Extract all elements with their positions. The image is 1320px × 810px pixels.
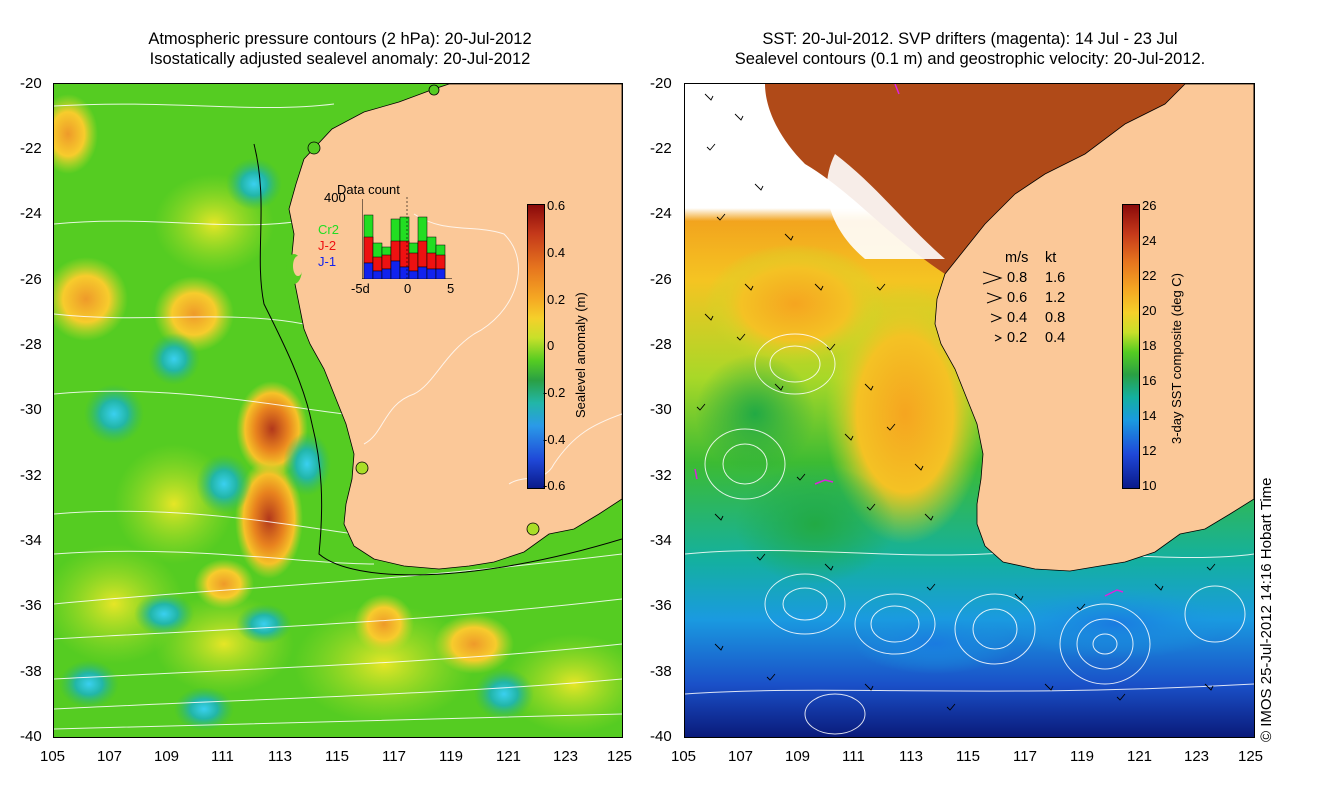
inset-legend-j1: J-1 bbox=[318, 254, 337, 269]
left-x-tick-6: 117 bbox=[382, 748, 406, 765]
velocity-legend-header-ms: m/s bbox=[1005, 250, 1029, 266]
right-cbar-tick-6: 14 bbox=[1142, 408, 1157, 423]
sealevel-contours bbox=[685, 333, 1254, 735]
left-title-line2: Isostatically adjusted sealevel anomaly:… bbox=[149, 50, 531, 68]
left-cbar-tick-6: -0.6 bbox=[543, 478, 566, 493]
velocity-legend-ms-2: 0.4 bbox=[1007, 310, 1028, 326]
imos-credit: © IMOS 25-Jul-2012 14:16 Hobart Time bbox=[1258, 477, 1275, 742]
inset-x-label-5: 5 bbox=[447, 281, 455, 296]
right-x-tick-2: 109 bbox=[785, 748, 811, 765]
velocity-legend-arrows bbox=[982, 271, 1003, 342]
left-cbar-tick-2: 0.2 bbox=[547, 292, 566, 307]
left-title-line1: Atmospheric pressure contours (2 hPa): 2… bbox=[148, 30, 532, 48]
left-x-tick-7: 119 bbox=[439, 748, 463, 765]
right-colorbar bbox=[1122, 204, 1140, 489]
right-y-tick-2: -24 bbox=[650, 205, 672, 222]
right-x-tick-0: 105 bbox=[671, 748, 697, 765]
right-y-tick-1: -22 bbox=[650, 140, 672, 157]
left-y-tick-10: -40 bbox=[20, 728, 42, 745]
left-cbar-tick-0: 0.6 bbox=[547, 198, 566, 213]
inset-title: Data count bbox=[337, 182, 400, 197]
right-cbar-tick-0: 26 bbox=[1142, 198, 1157, 213]
right-y-tick-6: -32 bbox=[650, 467, 672, 484]
left-x-tick-4: 113 bbox=[268, 748, 292, 765]
left-cbar-tick-1: 0.4 bbox=[547, 245, 566, 260]
right-y-tick-5: -30 bbox=[650, 401, 672, 418]
inset-histogram bbox=[362, 197, 452, 279]
svp-drifters bbox=[694, 84, 1124, 597]
right-cbar-tick-8: 10 bbox=[1142, 478, 1157, 493]
right-y-tick-9: -38 bbox=[650, 663, 672, 680]
left-cbar-tick-4: -0.2 bbox=[543, 385, 566, 400]
right-cbar-tick-7: 12 bbox=[1142, 443, 1157, 458]
left-y-tick-8: -36 bbox=[20, 597, 42, 614]
left-cbar-tick-5: -0.4 bbox=[543, 432, 566, 447]
right-cbar-tick-2: 22 bbox=[1142, 268, 1157, 283]
left-y-tick-7: -34 bbox=[20, 532, 42, 549]
right-x-tick-8: 121 bbox=[1127, 748, 1153, 765]
right-x-tick-5: 115 bbox=[956, 748, 980, 765]
left-y-tick-6: -32 bbox=[20, 467, 42, 484]
right-y-tick-3: -26 bbox=[650, 271, 672, 288]
left-x-tick-1: 107 bbox=[97, 748, 123, 765]
right-x-tick-6: 117 bbox=[1013, 748, 1037, 765]
right-title-line2: Sealevel contours (0.1 m) and geostrophi… bbox=[734, 50, 1206, 68]
right-y-tick-8: -36 bbox=[650, 597, 672, 614]
right-title-line1: SST: 20-Jul-2012. SVP drifters (magenta)… bbox=[762, 30, 1178, 48]
velocity-legend-ms-3: 0.2 bbox=[1007, 330, 1028, 346]
left-x-tick-3: 111 bbox=[211, 748, 234, 765]
inset-ymax-label: 400 bbox=[324, 190, 346, 205]
right-sst-map: m/s kt 0.8 1.6 0.6 1.2 0.4 0.8 0.2 0.4 2… bbox=[684, 83, 1255, 738]
left-sealevel-map: Data count 400 Cr2 J-2 J-1 bbox=[53, 83, 623, 738]
right-x-tick-4: 113 bbox=[899, 748, 923, 765]
left-colorbar-label: Sealevel anomaly (m) bbox=[573, 292, 588, 418]
velocity-legend-ms-0: 0.8 bbox=[1007, 270, 1028, 286]
right-x-tick-9: 123 bbox=[1184, 748, 1210, 765]
left-y-tick-9: -38 bbox=[20, 663, 42, 680]
velocity-legend-kt-3: 0.4 bbox=[1045, 330, 1066, 346]
left-y-tick-2: -24 bbox=[20, 205, 42, 222]
inset-x-label-neg5: -5d bbox=[351, 281, 370, 296]
velocity-legend-kt-0: 1.6 bbox=[1045, 270, 1066, 286]
left-x-tick-10: 125 bbox=[607, 748, 633, 765]
velocity-legend-kt-2: 0.8 bbox=[1045, 310, 1066, 326]
inset-x-label-0: 0 bbox=[404, 281, 412, 296]
inset-legend-j2: J-2 bbox=[318, 238, 337, 253]
right-x-tick-1: 107 bbox=[728, 748, 754, 765]
right-x-tick-3: 111 bbox=[842, 748, 865, 765]
right-cbar-tick-5: 16 bbox=[1142, 373, 1157, 388]
right-x-tick-7: 119 bbox=[1070, 748, 1094, 765]
left-x-tick-9: 123 bbox=[553, 748, 579, 765]
velocity-vectors bbox=[696, 93, 1216, 711]
left-x-tick-8: 121 bbox=[496, 748, 522, 765]
velocity-legend-kt-1: 1.2 bbox=[1045, 290, 1066, 306]
right-y-tick-10: -40 bbox=[650, 728, 672, 745]
right-x-tick-10: 125 bbox=[1238, 748, 1264, 765]
left-y-tick-4: -28 bbox=[20, 336, 42, 353]
pressure-contours bbox=[54, 103, 622, 730]
left-y-tick-1: -22 bbox=[20, 140, 42, 157]
left-colorbar bbox=[527, 204, 545, 489]
left-y-tick-3: -26 bbox=[20, 271, 42, 288]
left-x-tick-5: 115 bbox=[325, 748, 349, 765]
right-y-tick-0: -20 bbox=[650, 75, 672, 92]
velocity-legend-ms-1: 0.6 bbox=[1007, 290, 1028, 306]
left-y-tick-0: -20 bbox=[20, 75, 42, 92]
inset-legend-cr2: Cr2 bbox=[318, 222, 339, 237]
right-y-tick-4: -28 bbox=[650, 336, 672, 353]
velocity-legend-header-kt: kt bbox=[1045, 250, 1057, 266]
australia-land-right bbox=[934, 84, 1254, 572]
right-y-tick-7: -34 bbox=[650, 532, 672, 549]
right-cbar-tick-4: 18 bbox=[1142, 338, 1157, 353]
right-colorbar-label: 3-day SST composite (deg C) bbox=[1169, 273, 1184, 444]
left-y-tick-5: -30 bbox=[20, 401, 42, 418]
right-cbar-tick-3: 20 bbox=[1142, 303, 1157, 318]
right-cbar-tick-1: 24 bbox=[1142, 233, 1157, 248]
left-x-tick-0: 105 bbox=[40, 748, 66, 765]
left-cbar-tick-3: 0 bbox=[547, 338, 555, 353]
left-x-tick-2: 109 bbox=[154, 748, 180, 765]
